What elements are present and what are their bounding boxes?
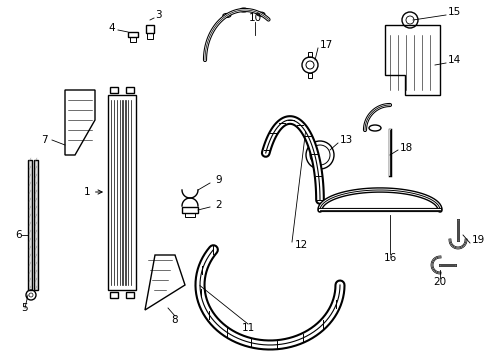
Bar — [184, 213, 195, 217]
Text: 19: 19 — [471, 235, 484, 245]
Bar — [146, 25, 154, 33]
Text: 4: 4 — [108, 23, 115, 33]
Text: 14: 14 — [447, 55, 460, 65]
Bar — [110, 87, 118, 93]
Text: 17: 17 — [319, 40, 332, 50]
Bar — [307, 52, 311, 57]
Bar — [307, 73, 311, 78]
Text: 9: 9 — [215, 175, 221, 185]
Bar — [128, 32, 138, 37]
Text: 7: 7 — [41, 135, 48, 145]
Bar — [34, 160, 38, 290]
Text: 20: 20 — [432, 277, 446, 287]
Text: 3: 3 — [154, 10, 161, 20]
Text: 16: 16 — [383, 253, 396, 263]
Bar — [108, 95, 136, 290]
Bar — [126, 292, 134, 298]
Text: 8: 8 — [171, 315, 178, 325]
Bar — [182, 207, 198, 213]
Text: 10: 10 — [248, 13, 261, 23]
Text: 12: 12 — [294, 240, 307, 250]
Bar — [126, 87, 134, 93]
Bar — [110, 292, 118, 298]
Bar — [147, 33, 153, 39]
Text: 2: 2 — [215, 200, 221, 210]
Bar — [28, 160, 32, 290]
Text: 5: 5 — [21, 303, 28, 313]
Text: 1: 1 — [83, 187, 102, 197]
Bar — [130, 37, 136, 42]
Text: 15: 15 — [447, 7, 460, 17]
Text: 13: 13 — [339, 135, 352, 145]
Text: 6: 6 — [15, 230, 22, 240]
Text: 18: 18 — [399, 143, 412, 153]
Text: 11: 11 — [241, 323, 254, 333]
